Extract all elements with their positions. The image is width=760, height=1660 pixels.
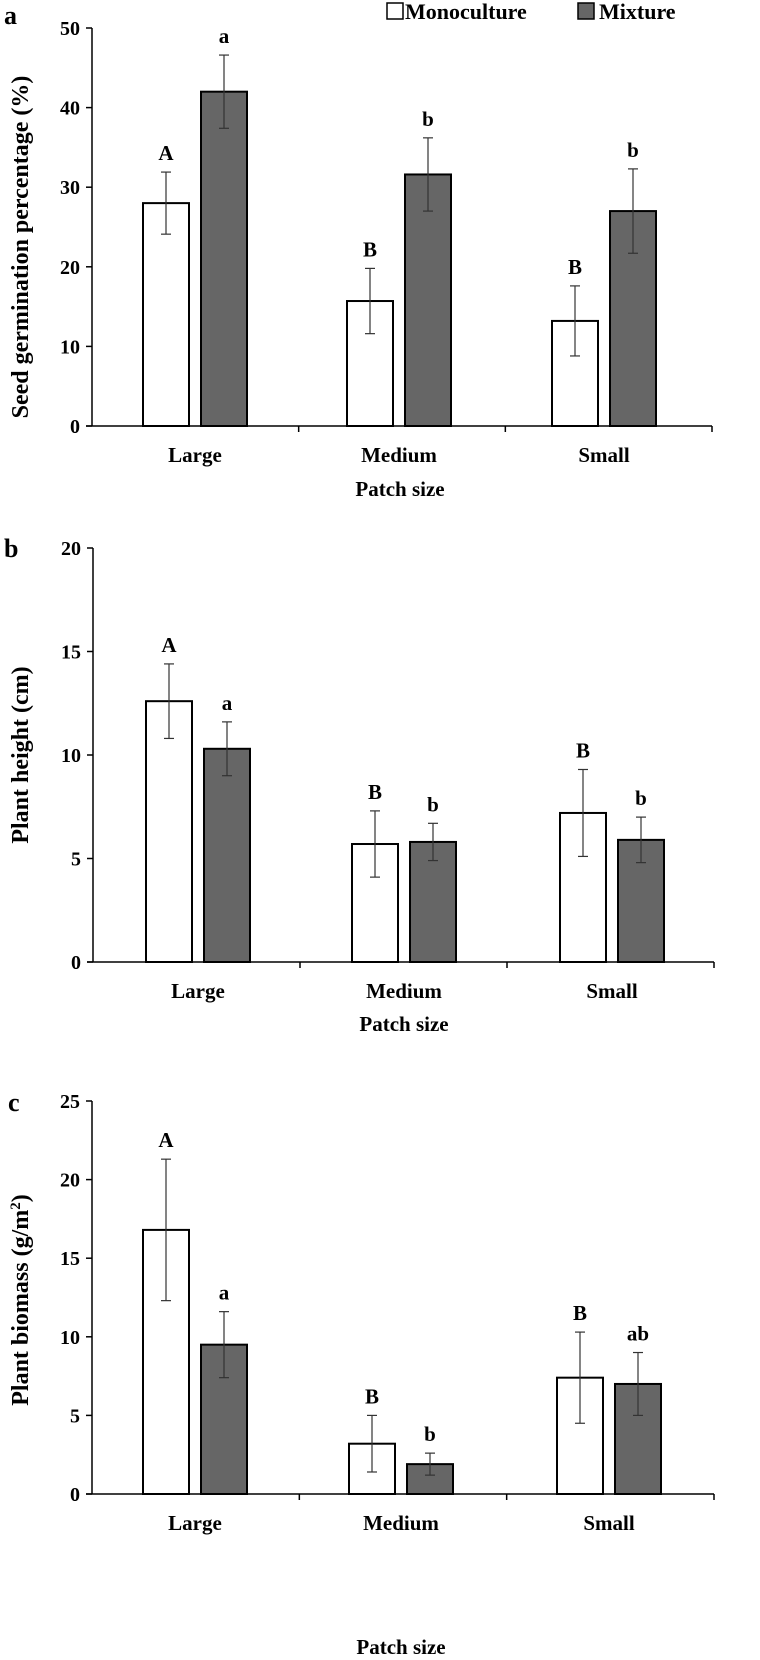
bar-mixture [609, 210, 657, 427]
y-tick-label: 20 [61, 538, 81, 560]
significance-letter: b [424, 1422, 436, 1446]
y-tick-label: 15 [60, 1248, 80, 1270]
panel-letter: b [4, 534, 18, 563]
significance-letter: B [573, 1301, 587, 1325]
y-tick-label: 10 [61, 745, 81, 767]
y-tick-label: 20 [60, 1170, 80, 1192]
panel-c-biomass: c Plant biomass (g/m2) Patch size 0 5 10 15… [8, 1088, 715, 1659]
x-category-label: Medium [363, 1511, 439, 1535]
panel-letter: a [4, 1, 17, 30]
significance-letter: B [363, 237, 377, 261]
plot-area: 0 10 20 30 40 50 Large Medium Small A B Ba b b [60, 18, 713, 467]
panel-a-germination: a Seed germination percentage (%) Patch … [4, 1, 713, 501]
y-tick-label: 50 [60, 18, 80, 40]
significance-letter: A [158, 1128, 174, 1152]
panel-b-height: b Plant height (cm) Patch size 0 5 10 15 20 L… [4, 534, 715, 1036]
x-category-label: Large [168, 1511, 222, 1535]
x-category-label: Small [586, 979, 638, 1003]
significance-letter: A [161, 633, 177, 657]
y-tick-label: 0 [70, 1484, 80, 1506]
significance-letter: B [576, 738, 590, 762]
significance-letter: a [219, 1281, 230, 1305]
bar-mixture [200, 90, 248, 428]
legend-swatch-mixture [577, 2, 595, 20]
y-tick-label: 5 [70, 1405, 80, 1427]
y-axis-title-close: ) [8, 1194, 34, 1202]
bar-monoculture [346, 300, 394, 428]
plot-area: 0 5 10 15 20 Large Medium Small A B Ba b b [61, 538, 715, 1003]
legend: Monoculture Mixture [386, 0, 676, 24]
y-tick-label: 10 [60, 336, 80, 358]
y-tick-label: 40 [60, 98, 80, 120]
significance-letter: B [568, 255, 582, 279]
x-category-label: Large [171, 979, 225, 1003]
significance-letter: b [627, 138, 639, 162]
y-tick-label: 0 [70, 416, 80, 438]
y-axis-title: Plant biomass (g/m2) [8, 1194, 34, 1406]
legend-label-monoculture: Monoculture [405, 0, 527, 24]
significance-letter: A [158, 141, 174, 165]
y-tick-label: 10 [60, 1327, 80, 1349]
y-axis-title-main: Plant biomass (g/m [8, 1210, 34, 1406]
significance-letter: B [368, 780, 382, 804]
panel-letter: c [8, 1088, 20, 1117]
x-axis-title: Patch size [359, 1012, 448, 1036]
x-category-label: Large [168, 443, 222, 467]
y-tick-label: 25 [60, 1091, 80, 1113]
bar-mixture [409, 840, 457, 963]
x-axis-title: Patch size [355, 477, 444, 501]
y-tick-label: 15 [61, 642, 81, 664]
x-category-label: Small [583, 1511, 635, 1535]
significance-letter: B [365, 1384, 379, 1408]
y-tick-label: 0 [71, 952, 81, 974]
significance-letter: b [427, 792, 439, 816]
x-category-label: Medium [366, 979, 442, 1003]
significance-letter: b [635, 786, 647, 810]
bar-monoculture [145, 700, 193, 963]
y-axis-title: Plant height (cm) [8, 666, 34, 843]
y-axis-title-superscript: 2 [8, 1202, 24, 1210]
legend-label-mixture: Mixture [599, 0, 676, 24]
significance-letter: b [422, 107, 434, 131]
bar-mixture [203, 747, 251, 963]
bar-monoculture [142, 202, 190, 427]
y-tick-label: 20 [60, 257, 80, 279]
x-axis-title: Patch size [356, 1635, 445, 1659]
significance-letter: ab [627, 1322, 649, 1346]
legend-swatch-monoculture [386, 2, 404, 20]
x-category-label: Medium [361, 443, 437, 467]
y-tick-label: 30 [60, 177, 80, 199]
bar-mixture [404, 173, 452, 427]
bar-monoculture [551, 319, 599, 428]
y-axis-title: Seed germination percentage (%) [8, 76, 34, 419]
significance-letter: a [219, 24, 230, 48]
significance-letter: a [222, 691, 233, 715]
x-category-label: Small [578, 443, 630, 467]
y-tick-label: 5 [71, 849, 81, 871]
